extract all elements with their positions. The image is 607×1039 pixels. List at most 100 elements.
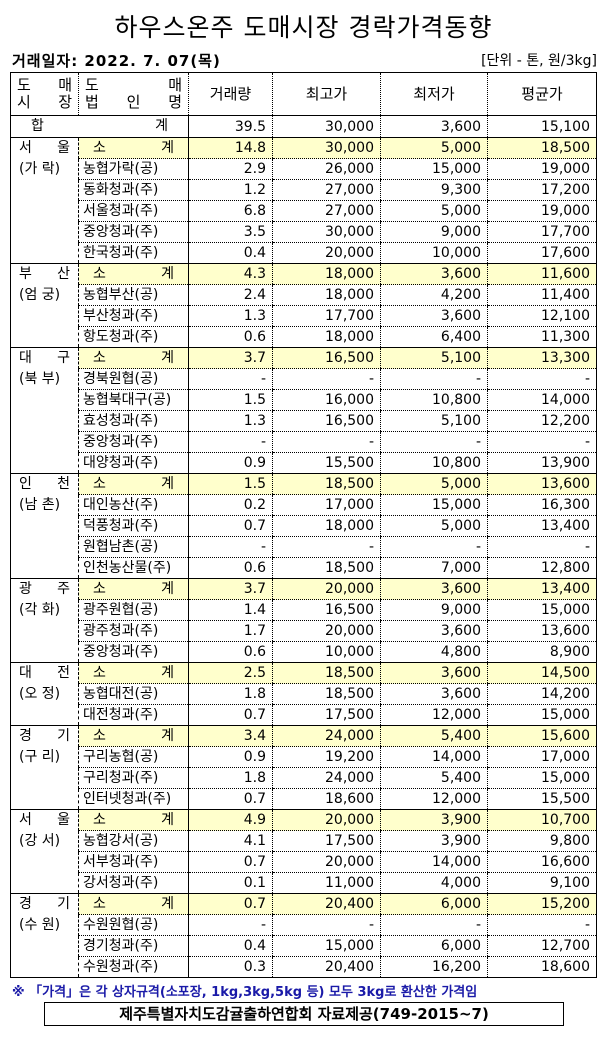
max-cell: - (272, 368, 381, 390)
header-min: 최저가 (380, 72, 488, 116)
min-cell: 5,000 (380, 200, 488, 222)
corp-name: 강서청과(주) (78, 872, 189, 894)
min-cell: 4,800 (380, 641, 488, 663)
corp-name: 수원청과(주) (78, 956, 189, 978)
table-row: 경기청과(주) 0.4 15,000 6,000 12,700 (11, 935, 597, 957)
table-row: 강서청과(주) 0.1 11,000 4,000 9,100 (11, 872, 597, 894)
max-cell: 24,000 (272, 725, 381, 747)
avg-cell: 18,500 (487, 137, 597, 159)
subtotal-row: 인 천 (남 촌) 소 계 1.5 18,500 5,000 13,600 (10, 473, 597, 579)
volume-cell: 1.8 (188, 683, 273, 705)
min-cell: - (380, 431, 488, 453)
min-cell: 10,800 (380, 389, 488, 411)
volume-cell: 3.5 (188, 221, 273, 243)
max-cell: 16,500 (272, 599, 381, 621)
min-cell: 5,400 (380, 725, 488, 747)
corp-name: 부산청과(주) (78, 305, 189, 327)
volume-cell: - (188, 536, 273, 558)
corp-name: 농협부산(공) (78, 284, 189, 306)
max-cell: 26,000 (272, 158, 381, 180)
max-cell: - (272, 536, 381, 558)
max-cell: 30,000 (272, 221, 381, 243)
avg-cell: 13,400 (487, 578, 597, 600)
market-cell: 대 전 (오 정) (10, 662, 79, 726)
market-location: (북 부) (19, 371, 61, 387)
avg-cell: 13,600 (487, 473, 597, 495)
volume-cell: 1.5 (188, 389, 273, 411)
max-cell: 17,000 (272, 494, 381, 516)
market-location: (오 정) (19, 686, 61, 702)
total-max: 30,000 (272, 115, 381, 138)
corp-name: 농협가락(공) (78, 158, 189, 180)
volume-cell: - (188, 914, 273, 936)
avg-cell: 19,000 (487, 200, 597, 222)
total-volume: 39.5 (188, 115, 273, 138)
corp-name: 구리청과(주) (78, 767, 189, 789)
corp-name: 대전청과(주) (78, 704, 189, 726)
min-cell: 6,000 (380, 893, 488, 915)
total-row: 합 계 39.5 30,000 3,600 15,100 (10, 115, 597, 138)
table-row: 부산청과(주) 1.3 17,700 3,600 12,100 (11, 305, 597, 327)
avg-cell: 12,800 (487, 557, 597, 579)
table-row: 항도청과(주) 0.6 18,000 6,400 11,300 (11, 326, 597, 348)
volume-cell: 0.9 (188, 452, 273, 474)
table-row: 서울청과(주) 6.8 27,000 5,000 19,000 (11, 200, 597, 222)
table-row: 한국청과(주) 0.4 20,000 10,000 17,600 (11, 242, 597, 264)
min-cell: 15,000 (380, 494, 488, 516)
corp-name: 중앙청과(주) (78, 221, 189, 243)
avg-cell: 14,500 (487, 662, 597, 684)
market-cell: 경 기 (수 원) (10, 893, 79, 978)
header-volume: 거래량 (188, 72, 273, 116)
avg-cell: 12,100 (487, 305, 597, 327)
table-row: 광주원협(공) 1.4 16,500 9,000 15,000 (11, 599, 597, 621)
table-row: 구리농협(공) 0.9 19,200 14,000 17,000 (11, 746, 597, 768)
min-cell: 3,600 (380, 620, 488, 642)
max-cell: 16,500 (272, 410, 381, 432)
table-row: 농협가락(공) 2.9 26,000 15,000 19,000 (11, 158, 597, 180)
subtotal-row: 부 산 (엄 궁) 소 계 4.3 18,000 3,600 11,600 (10, 263, 597, 348)
subtotal-row: 광 주 (각 화) 소 계 3.7 20,000 3,600 13,400 (10, 578, 597, 663)
corp-name: 한국청과(주) (78, 242, 189, 264)
min-cell: 10,800 (380, 452, 488, 474)
min-cell: 3,600 (380, 305, 488, 327)
table-row: 인터넷청과(주) 0.7 18,600 12,000 15,500 (11, 788, 597, 810)
corp-name: 덕풍청과(주) (78, 515, 189, 537)
avg-cell: 15,000 (487, 704, 597, 726)
min-cell: 15,000 (380, 158, 488, 180)
market-location: (가 락) (19, 161, 61, 177)
corp-name: 대양청과(주) (78, 452, 189, 474)
avg-cell: 9,800 (487, 830, 597, 852)
avg-cell: 17,700 (487, 221, 597, 243)
avg-cell: 13,900 (487, 452, 597, 474)
volume-cell: 0.3 (188, 956, 273, 978)
avg-cell: 17,200 (487, 179, 597, 201)
table-row: 대양청과(주) 0.9 15,500 10,800 13,900 (11, 452, 597, 474)
volume-cell: 0.7 (188, 515, 273, 537)
volume-cell: - (188, 368, 273, 390)
volume-cell: 0.2 (188, 494, 273, 516)
min-cell: 5,400 (380, 767, 488, 789)
avg-cell: 18,600 (487, 956, 597, 978)
max-cell: 20,000 (272, 809, 381, 831)
max-cell: 30,000 (272, 137, 381, 159)
header-max: 최고가 (272, 72, 381, 116)
min-cell: - (380, 368, 488, 390)
volume-cell: 0.7 (188, 704, 273, 726)
volume-cell: 1.2 (188, 179, 273, 201)
table-row: 대인농산(주) 0.2 17,000 15,000 16,300 (11, 494, 597, 516)
min-cell: 3,600 (380, 683, 488, 705)
total-avg: 15,100 (487, 115, 597, 138)
avg-cell: - (487, 431, 597, 453)
min-cell: 5,000 (380, 473, 488, 495)
subtotal-row: 대 구 (북 부) 소 계 3.7 16,500 5,100 13,300 (10, 347, 597, 474)
table-row: 광주청과(주) 1.7 20,000 3,600 13,600 (11, 620, 597, 642)
table-row: 농협부산(공) 2.4 18,000 4,200 11,400 (11, 284, 597, 306)
max-cell: 11,000 (272, 872, 381, 894)
avg-cell: 17,000 (487, 746, 597, 768)
